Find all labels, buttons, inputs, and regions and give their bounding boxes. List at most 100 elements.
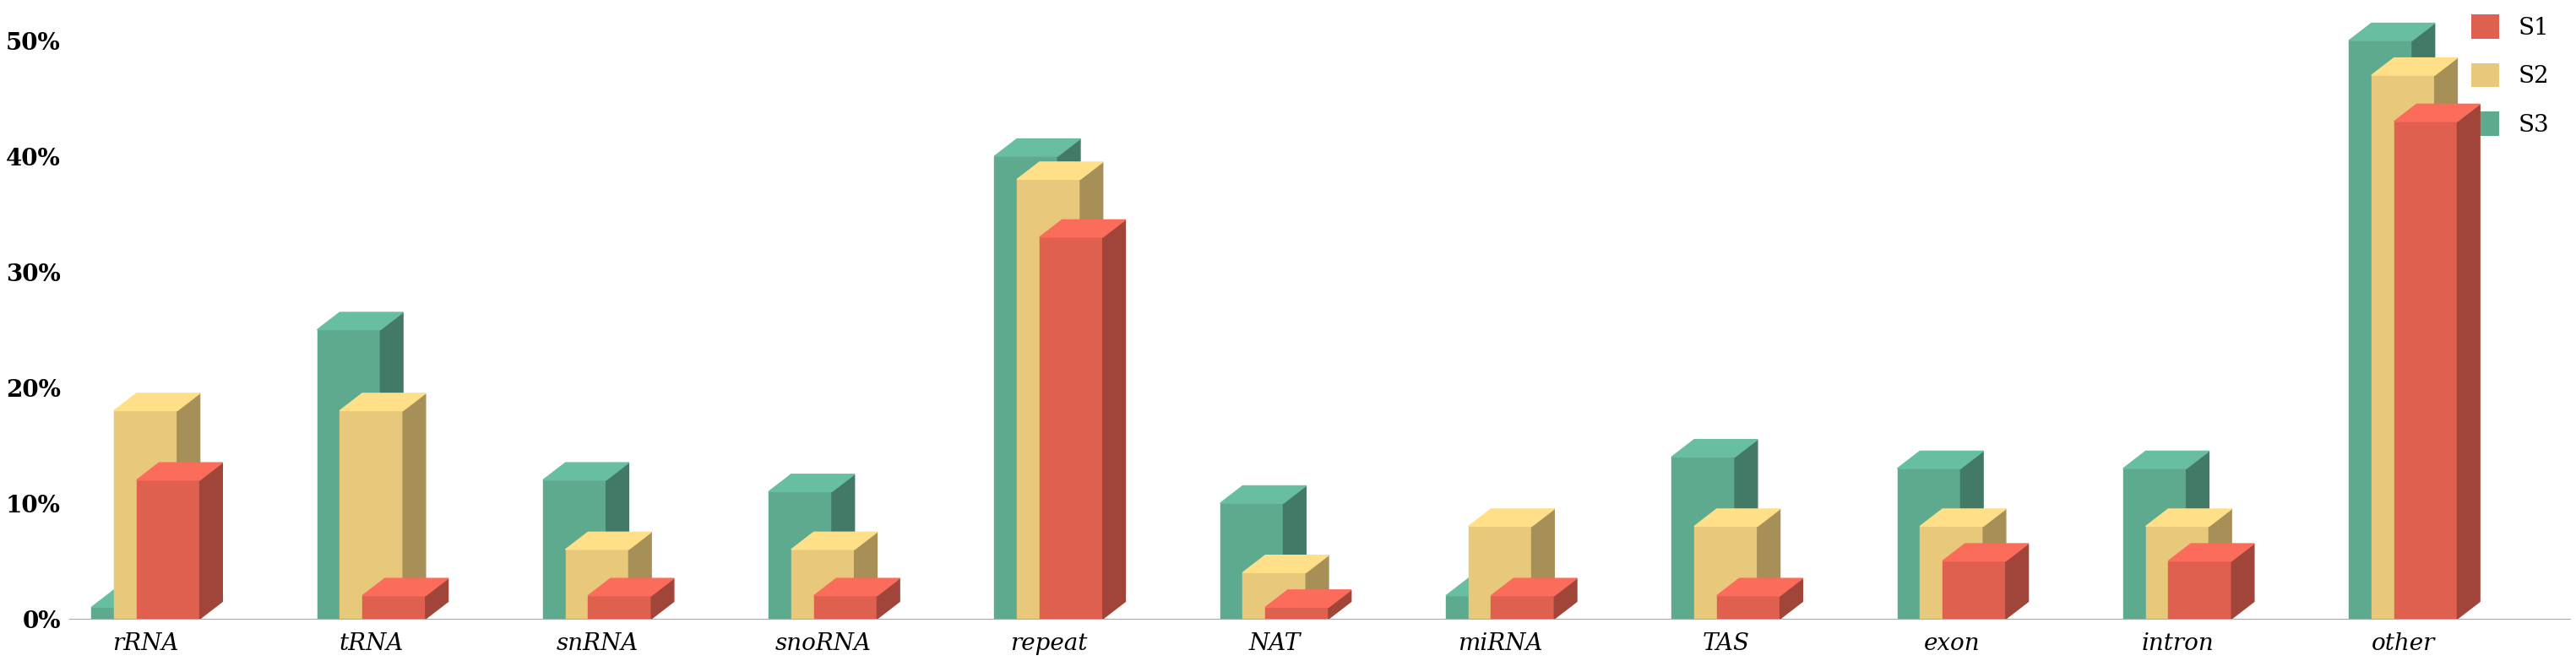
Polygon shape <box>994 139 1079 156</box>
Polygon shape <box>1492 596 1553 619</box>
Polygon shape <box>1695 509 1780 526</box>
Polygon shape <box>544 480 605 619</box>
Polygon shape <box>768 492 832 619</box>
Polygon shape <box>2393 104 2481 122</box>
Polygon shape <box>1899 469 1960 619</box>
Polygon shape <box>1492 578 1577 596</box>
Polygon shape <box>402 393 425 619</box>
Polygon shape <box>90 590 178 607</box>
Polygon shape <box>1265 607 1329 619</box>
Polygon shape <box>1329 590 1350 619</box>
Polygon shape <box>2146 509 2231 526</box>
Polygon shape <box>791 532 876 549</box>
Polygon shape <box>1942 561 2007 619</box>
Polygon shape <box>814 578 899 596</box>
Polygon shape <box>2123 469 2187 619</box>
Polygon shape <box>1695 526 1757 619</box>
Polygon shape <box>1510 578 1533 619</box>
Polygon shape <box>1716 596 1780 619</box>
Polygon shape <box>1899 451 1984 469</box>
Polygon shape <box>1468 509 1553 526</box>
Polygon shape <box>2146 526 2210 619</box>
Polygon shape <box>137 463 222 480</box>
Polygon shape <box>994 156 1059 619</box>
Polygon shape <box>2458 104 2481 619</box>
Polygon shape <box>2372 58 2458 75</box>
Polygon shape <box>1734 440 1757 619</box>
Polygon shape <box>2123 451 2210 469</box>
Polygon shape <box>629 532 652 619</box>
Polygon shape <box>1221 486 1306 503</box>
Polygon shape <box>1757 509 1780 619</box>
Polygon shape <box>425 578 448 619</box>
Polygon shape <box>876 578 899 619</box>
Polygon shape <box>2372 75 2434 619</box>
Polygon shape <box>2169 544 2254 561</box>
Polygon shape <box>1079 162 1103 619</box>
Polygon shape <box>137 480 201 619</box>
Polygon shape <box>1242 572 1306 619</box>
Polygon shape <box>2393 122 2458 619</box>
Polygon shape <box>1041 220 1126 237</box>
Polygon shape <box>2169 561 2231 619</box>
Polygon shape <box>1445 578 1533 596</box>
Polygon shape <box>2187 451 2210 619</box>
Polygon shape <box>2349 40 2411 619</box>
Polygon shape <box>2007 544 2027 619</box>
Polygon shape <box>90 607 155 619</box>
Polygon shape <box>567 532 652 549</box>
Polygon shape <box>1716 578 1803 596</box>
Polygon shape <box>155 590 178 619</box>
Polygon shape <box>567 549 629 619</box>
Polygon shape <box>1059 139 1079 619</box>
Polygon shape <box>1942 544 2027 561</box>
Polygon shape <box>1242 555 1329 572</box>
Polygon shape <box>340 410 402 619</box>
Polygon shape <box>544 463 629 480</box>
Polygon shape <box>340 393 425 410</box>
Polygon shape <box>791 549 855 619</box>
Polygon shape <box>605 463 629 619</box>
Polygon shape <box>1306 555 1329 619</box>
Polygon shape <box>1265 590 1350 607</box>
Polygon shape <box>2349 23 2434 40</box>
Polygon shape <box>652 578 675 619</box>
Polygon shape <box>1018 179 1079 619</box>
Polygon shape <box>317 313 402 330</box>
Polygon shape <box>2231 544 2254 619</box>
Polygon shape <box>1672 440 1757 457</box>
Polygon shape <box>2434 58 2458 619</box>
Polygon shape <box>768 475 855 492</box>
Legend: S1, S2, S3: S1, S2, S3 <box>2463 5 2558 146</box>
Polygon shape <box>1041 237 1103 619</box>
Polygon shape <box>317 330 381 619</box>
Polygon shape <box>587 578 675 596</box>
Polygon shape <box>1283 486 1306 619</box>
Polygon shape <box>363 578 448 596</box>
Polygon shape <box>381 313 402 619</box>
Polygon shape <box>1103 220 1126 619</box>
Polygon shape <box>1919 509 2007 526</box>
Polygon shape <box>113 393 201 410</box>
Polygon shape <box>113 410 178 619</box>
Polygon shape <box>201 463 222 619</box>
Polygon shape <box>814 596 876 619</box>
Polygon shape <box>2210 509 2231 619</box>
Polygon shape <box>587 596 652 619</box>
Polygon shape <box>2411 23 2434 619</box>
Polygon shape <box>1984 509 2007 619</box>
Polygon shape <box>1919 526 1984 619</box>
Polygon shape <box>855 532 876 619</box>
Polygon shape <box>832 475 855 619</box>
Polygon shape <box>363 596 425 619</box>
Polygon shape <box>1221 503 1283 619</box>
Polygon shape <box>1672 457 1734 619</box>
Polygon shape <box>1445 596 1510 619</box>
Polygon shape <box>1468 526 1533 619</box>
Polygon shape <box>1780 578 1803 619</box>
Polygon shape <box>1018 162 1103 179</box>
Polygon shape <box>1533 509 1553 619</box>
Polygon shape <box>178 393 201 619</box>
Polygon shape <box>1960 451 1984 619</box>
Polygon shape <box>1553 578 1577 619</box>
